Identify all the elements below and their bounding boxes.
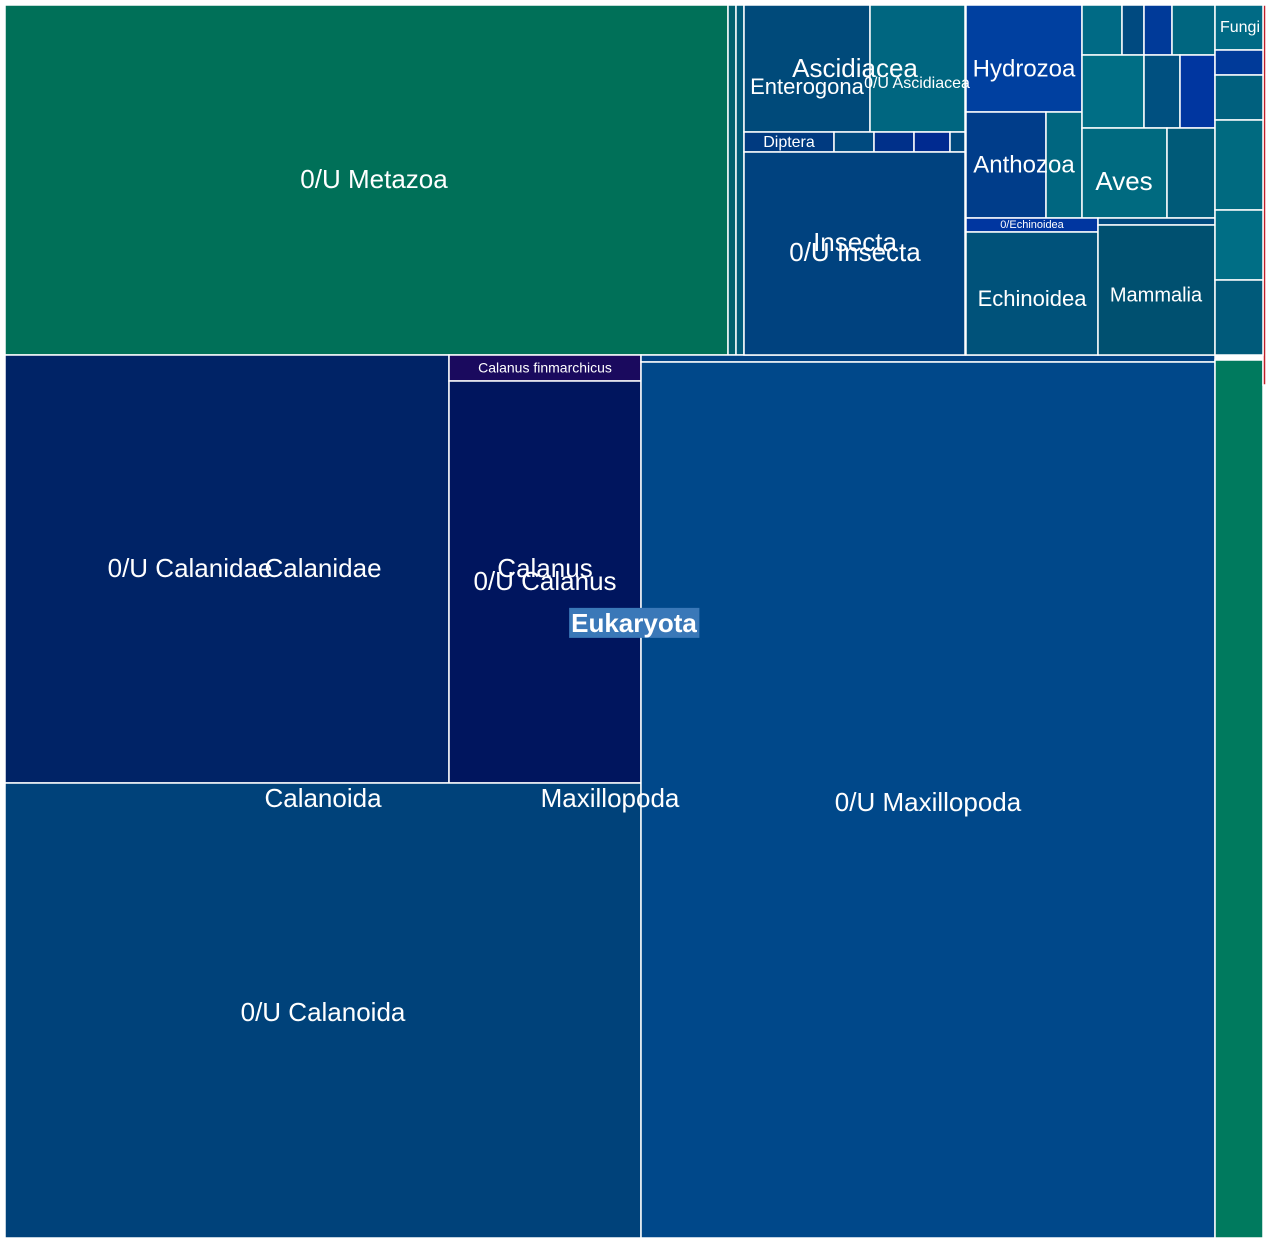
label: Calanus finmarchicus bbox=[478, 360, 612, 376]
label: 0/U Insecta bbox=[789, 237, 921, 267]
cell[interactable] bbox=[727, 4, 737, 356]
label: 0/U Calanidae bbox=[108, 553, 273, 583]
label: 0/U Maxillopoda bbox=[835, 787, 1022, 817]
label: Enterogona bbox=[750, 74, 865, 99]
cell[interactable] bbox=[965, 4, 1083, 113]
cell[interactable] bbox=[1214, 209, 1264, 281]
cell[interactable] bbox=[965, 111, 1047, 219]
cell[interactable] bbox=[448, 380, 642, 784]
label: 0/U Calanoida bbox=[241, 997, 406, 1027]
cell[interactable] bbox=[735, 4, 745, 356]
cell[interactable] bbox=[1166, 127, 1216, 219]
cell[interactable] bbox=[949, 131, 966, 153]
cell[interactable] bbox=[1179, 54, 1216, 129]
cell[interactable] bbox=[743, 151, 966, 356]
cell[interactable] bbox=[869, 4, 966, 133]
cell[interactable] bbox=[4, 4, 729, 356]
label: 0/Echinoidea bbox=[1000, 219, 1064, 231]
cell[interactable] bbox=[1143, 4, 1173, 56]
label: Ascidiacea bbox=[792, 53, 918, 83]
label: 0/U Ascidiacea bbox=[864, 75, 970, 92]
cells bbox=[4, 4, 1266, 1238]
cell[interactable] bbox=[1143, 54, 1181, 129]
cell[interactable] bbox=[1045, 111, 1083, 219]
label: Calanus bbox=[497, 553, 592, 583]
cell[interactable] bbox=[1214, 279, 1264, 356]
label-highlight bbox=[569, 607, 700, 638]
label: Mammalia bbox=[1110, 284, 1203, 306]
cell[interactable] bbox=[1214, 359, 1264, 1238]
label: 0/U Calanus bbox=[473, 566, 616, 596]
cell[interactable] bbox=[640, 354, 1216, 363]
cell[interactable] bbox=[1171, 4, 1216, 56]
cell[interactable] bbox=[1214, 49, 1264, 76]
cell[interactable] bbox=[1081, 54, 1145, 129]
label: Diptera bbox=[763, 134, 815, 151]
label: Hydrozoa bbox=[973, 55, 1076, 82]
cell[interactable] bbox=[1081, 4, 1123, 56]
label: Echinoidea bbox=[978, 286, 1088, 311]
cell[interactable] bbox=[4, 782, 642, 1238]
label: Calanoida bbox=[264, 783, 382, 813]
cell[interactable] bbox=[965, 231, 1099, 356]
labels: 0/U Metazoa 0/U Calanidae Calanidae Cala… bbox=[108, 19, 1260, 1027]
cell[interactable] bbox=[1097, 217, 1216, 226]
cell[interactable] bbox=[1121, 4, 1145, 56]
label: Fungi bbox=[1220, 19, 1260, 36]
cell[interactable] bbox=[640, 361, 1216, 1238]
label: Insecta bbox=[813, 227, 897, 257]
cell[interactable] bbox=[913, 131, 951, 153]
label: Calanidae bbox=[264, 553, 381, 583]
cell[interactable] bbox=[1214, 74, 1264, 121]
cell[interactable] bbox=[1214, 119, 1264, 211]
cell[interactable] bbox=[873, 131, 915, 153]
label: Aves bbox=[1095, 166, 1152, 196]
label: 0/U Metazoa bbox=[300, 164, 448, 194]
label: Maxillopoda bbox=[541, 783, 680, 813]
label: Eukaryota bbox=[571, 608, 697, 638]
cell[interactable] bbox=[743, 4, 871, 133]
cell[interactable] bbox=[1214, 4, 1264, 51]
cell[interactable] bbox=[1081, 127, 1168, 219]
cell[interactable] bbox=[833, 131, 875, 153]
cell[interactable] bbox=[448, 354, 642, 382]
label: Anthozoa bbox=[973, 151, 1075, 178]
